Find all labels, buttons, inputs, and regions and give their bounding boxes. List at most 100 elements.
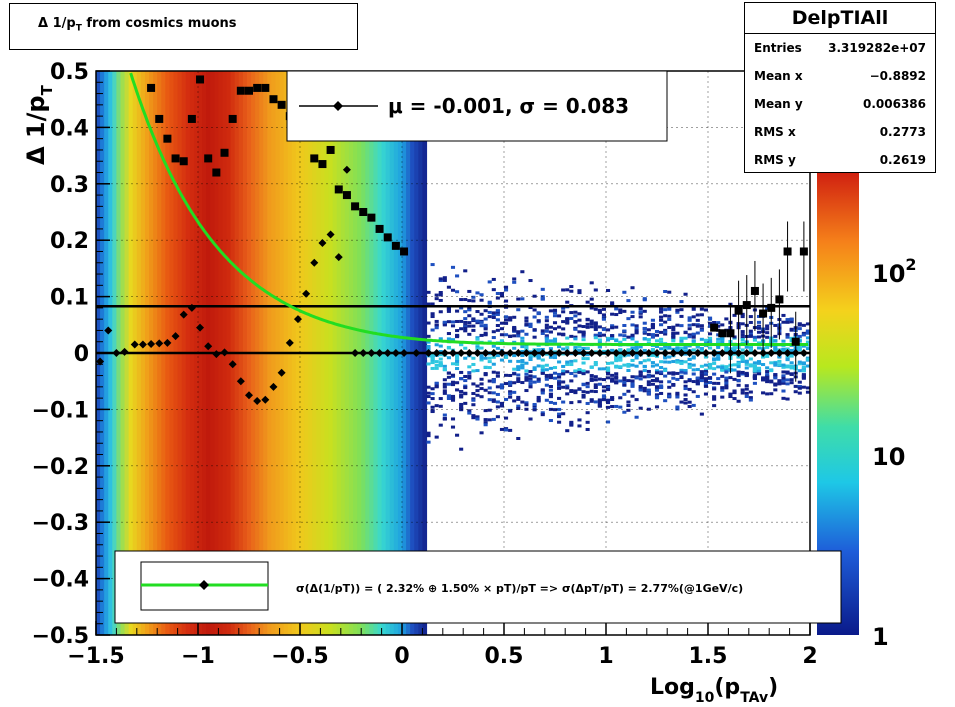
- heatmap-cell: [569, 379, 574, 383]
- heatmap-cell: [703, 308, 708, 312]
- mean-point: [595, 349, 604, 357]
- stats-row: Mean y 0.006386: [754, 97, 926, 111]
- heatmap-cell: [593, 385, 598, 389]
- heatmap-cell: [626, 317, 631, 321]
- heatmap-cell: [667, 345, 672, 349]
- heatmap-cell: [565, 300, 570, 304]
- y-tick-label: 0.5: [50, 60, 89, 85]
- sigma-point: [228, 114, 237, 123]
- heatmap-cell: [491, 315, 496, 319]
- heatmap-cell: [524, 372, 529, 376]
- mean-point: [163, 338, 172, 347]
- heatmap-cell: [601, 367, 606, 371]
- heatmap-cell: [536, 319, 541, 323]
- heatmap-cell: [508, 359, 513, 363]
- heatmap-cell: [430, 361, 435, 365]
- heatmap-cell: [630, 333, 635, 337]
- heatmap-cell: [622, 363, 627, 367]
- heatmap-cell: [528, 279, 533, 283]
- heatmap-cell: [467, 332, 472, 336]
- heatmap-cell: [654, 393, 660, 397]
- heatmap-cell: [589, 378, 594, 382]
- heatmap-cell: [573, 327, 578, 331]
- heatmap-cell: [650, 348, 655, 352]
- heatmap-cell: [548, 339, 553, 343]
- stats-row: Mean x −0.8892: [754, 69, 926, 83]
- heatmap-cell: [634, 364, 639, 368]
- heatmap-cell: [667, 307, 672, 311]
- heatmap-cell: [565, 336, 570, 340]
- heatmap-cell: [691, 307, 696, 311]
- heatmap-cell: [426, 290, 431, 294]
- heatmap-cell: [557, 345, 562, 349]
- heatmap-cell: [565, 386, 570, 390]
- heatmap-cell: [544, 352, 549, 356]
- heatmap-cell: [524, 319, 529, 323]
- heatmap-cell: [593, 400, 598, 404]
- sigma-point: [236, 86, 245, 95]
- z-axis: 1 10 102: [872, 255, 917, 651]
- heatmap-cell: [483, 388, 488, 392]
- heatmap-cell: [756, 330, 762, 334]
- heatmap-cell: [593, 336, 598, 340]
- sigma-point: [334, 185, 343, 194]
- heatmap-cell: [699, 412, 704, 416]
- heatmap-cell: [475, 393, 480, 397]
- heatmap-cell: [675, 371, 680, 375]
- heatmap-cell: [459, 377, 464, 381]
- heatmap-cell: [744, 345, 749, 349]
- heatmap-cell: [442, 276, 447, 280]
- heatmap-cell: [491, 378, 496, 382]
- heatmap-cell: [622, 410, 627, 414]
- heatmap-cell: [659, 370, 664, 374]
- heatmap-cell: [630, 310, 635, 314]
- heatmap-cell: [781, 370, 786, 374]
- mean-point: [677, 349, 686, 357]
- heatmap-cell: [450, 380, 456, 384]
- heatmap-cell: [667, 392, 672, 396]
- heatmap-cell: [773, 373, 778, 377]
- heatmap-cell: [703, 371, 708, 375]
- heatmap-cell: [785, 357, 790, 361]
- heatmap-cell: [430, 405, 435, 409]
- heatmap-cell: [528, 355, 533, 359]
- heatmap-cell: [752, 369, 757, 373]
- heatmap-cell: [528, 305, 533, 309]
- heatmap-cell: [659, 384, 664, 388]
- heatmap-cell: [667, 394, 672, 398]
- heatmap-cell: [569, 311, 574, 315]
- heatmap-cell: [675, 350, 680, 354]
- mean-point: [383, 349, 392, 357]
- mean-point: [112, 349, 121, 357]
- heatmap-cell: [789, 327, 794, 331]
- heatmap-cell: [630, 358, 635, 362]
- heatmap-cell: [491, 355, 496, 359]
- heatmap-cell: [805, 386, 810, 390]
- heatmap-cell: [487, 386, 492, 390]
- heatmap-cell: [577, 418, 582, 422]
- heatmap-cell: [479, 382, 484, 386]
- heatmap-cell: [450, 398, 456, 402]
- heatmap-cell: [724, 386, 729, 390]
- heatmap-cell: [703, 382, 708, 386]
- heatmap-cell: [691, 323, 696, 327]
- heatmap-cell: [748, 329, 753, 333]
- heatmap-cell: [589, 377, 594, 381]
- heatmap-cell: [597, 399, 602, 403]
- heatmap-cell: [687, 333, 692, 337]
- heatmap-cell: [491, 417, 496, 421]
- heatmap-cell: [736, 399, 741, 403]
- heatmap-cell: [483, 331, 488, 335]
- heatmap-cell: [748, 334, 753, 338]
- heatmap-cell: [487, 315, 492, 319]
- heatmap-cell: [712, 404, 717, 408]
- heatmap-cell: [589, 374, 594, 378]
- heatmap-cell: [630, 394, 635, 398]
- heatmap-cell: [654, 369, 660, 373]
- heatmap-cell: [752, 335, 757, 339]
- sigma-point: [710, 323, 719, 332]
- heatmap-cell: [765, 324, 770, 328]
- heatmap-cell: [524, 403, 529, 407]
- heatmap-cell: [442, 389, 447, 393]
- heatmap-cell: [610, 334, 615, 338]
